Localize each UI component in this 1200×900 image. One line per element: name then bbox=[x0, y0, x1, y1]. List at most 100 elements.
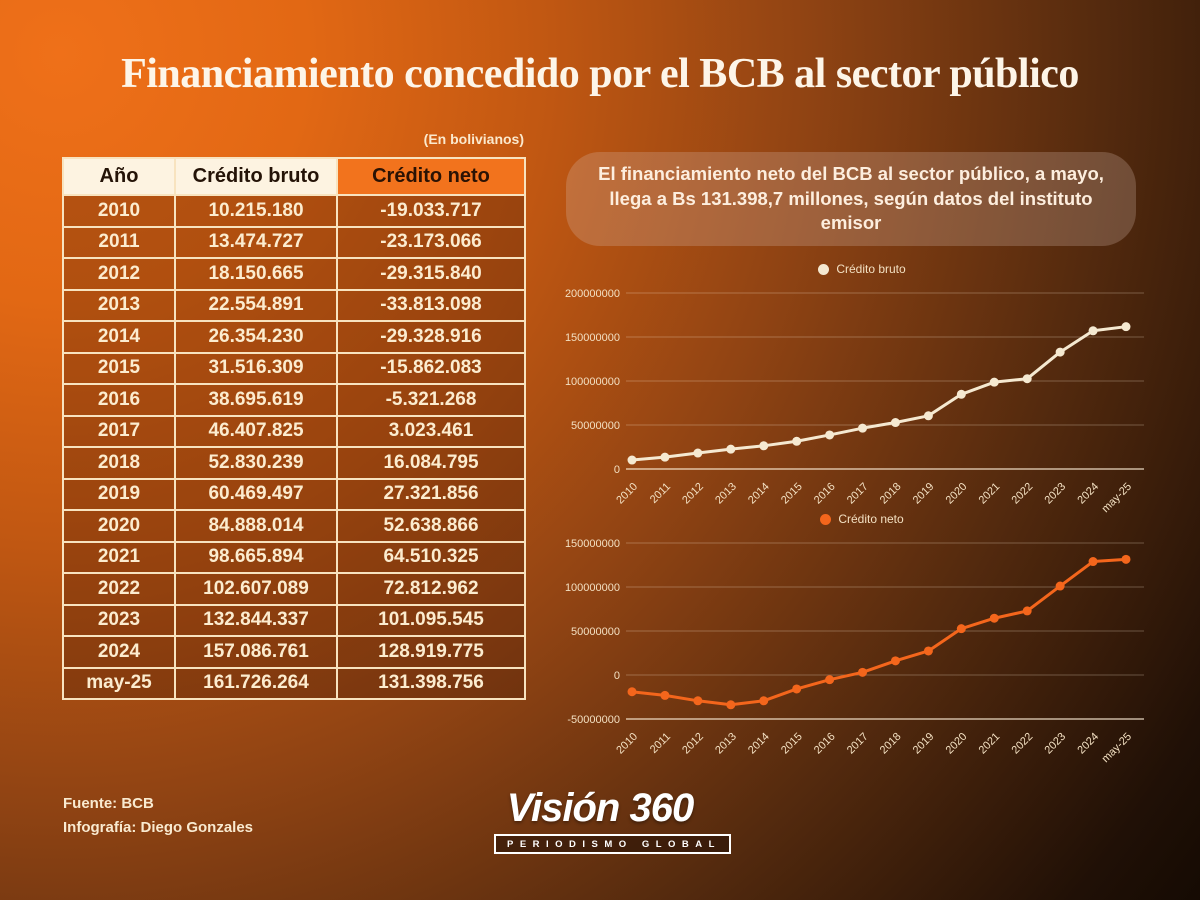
x-axis-tick-label: 2018 bbox=[878, 731, 904, 757]
legend-credito-neto: Crédito neto bbox=[556, 508, 1168, 530]
data-point bbox=[890, 418, 900, 428]
year-cell: 2011 bbox=[62, 225, 176, 259]
data-point bbox=[1055, 581, 1065, 591]
credito-neto-cell: -19.033.717 bbox=[336, 194, 526, 228]
data-point bbox=[726, 700, 736, 710]
data-point bbox=[989, 377, 999, 387]
x-axis-tick-label: 2020 bbox=[944, 481, 970, 507]
vision360-logo: Visión 360 PERIODISMO GLOBAL bbox=[494, 786, 731, 854]
y-axis-tick-label: 200000000 bbox=[565, 288, 620, 300]
credito-bruto-cell: 132.844.337 bbox=[174, 603, 338, 637]
x-axis-tick-label: 2015 bbox=[779, 731, 805, 757]
credito-bruto-cell: 31.516.309 bbox=[174, 351, 338, 385]
table-row: 2017 46.407.825 3.023.461 bbox=[62, 414, 526, 448]
legend-dot-icon bbox=[820, 513, 832, 525]
table-row: 2010 10.215.180 -19.033.717 bbox=[62, 194, 526, 228]
data-line bbox=[630, 557, 1128, 707]
data-point bbox=[759, 696, 769, 706]
x-axis-tick-label: 2022 bbox=[1010, 731, 1036, 757]
x-axis-tick-label: 2014 bbox=[746, 731, 772, 757]
data-point bbox=[989, 613, 999, 623]
x-axis-tick-label: 2013 bbox=[713, 731, 739, 757]
x-axis-tick-label: 2013 bbox=[713, 481, 739, 507]
column-header-credito-neto: Crédito neto bbox=[336, 157, 526, 196]
x-axis-tick-label: 2012 bbox=[680, 481, 706, 507]
x-axis-tick-label: 2017 bbox=[845, 481, 871, 507]
year-cell: 2015 bbox=[62, 351, 176, 385]
credito-neto-cell: -23.173.066 bbox=[336, 225, 526, 259]
table-header-row: Año Crédito bruto Crédito neto bbox=[62, 157, 526, 196]
data-point bbox=[1088, 326, 1098, 336]
x-axis-tick-label: 2019 bbox=[911, 731, 937, 757]
credito-bruto-cell: 84.888.014 bbox=[174, 509, 338, 543]
data-point bbox=[825, 675, 835, 685]
chart-credito-neto: Crédito neto -50000000 0 50000000 100000000… bbox=[556, 508, 1168, 770]
credit-table: Año Crédito bruto Crédito neto 2010 10.21… bbox=[62, 157, 526, 700]
year-cell: 2018 bbox=[62, 446, 176, 480]
x-axis-tick-label: 2014 bbox=[746, 481, 772, 507]
x-axis-tick-label: may-25 bbox=[1100, 731, 1134, 765]
line-chart-credito-bruto: 0 50000000 100000000 150000000 200000000 2010… bbox=[565, 288, 1144, 515]
data-point bbox=[1121, 322, 1131, 332]
data-point bbox=[858, 423, 868, 433]
y-axis-tick-label: 50000000 bbox=[571, 626, 620, 638]
x-axis-tick-label: 2024 bbox=[1075, 731, 1101, 757]
table-row: may-25 161.726.264 131.398.756 bbox=[62, 666, 526, 700]
data-point bbox=[1022, 606, 1032, 616]
data-point bbox=[923, 646, 933, 656]
y-axis-tick-label: -50000000 bbox=[567, 714, 620, 726]
year-cell: 2023 bbox=[62, 603, 176, 637]
data-point bbox=[1121, 554, 1131, 564]
x-axis-tick-label: 2024 bbox=[1075, 481, 1101, 507]
data-point bbox=[956, 389, 966, 399]
credito-neto-cell: 27.321.856 bbox=[336, 477, 526, 511]
credito-neto-cell: 16.084.795 bbox=[336, 446, 526, 480]
y-axis-tick-label: 150000000 bbox=[565, 538, 620, 550]
data-point bbox=[693, 696, 703, 706]
credito-neto-cell: -29.328.916 bbox=[336, 320, 526, 354]
y-axis-tick-label: 100000000 bbox=[565, 376, 620, 388]
data-point bbox=[1088, 557, 1098, 567]
logo-name: Visión 360 bbox=[506, 786, 694, 830]
y-axis-tick-label: 100000000 bbox=[565, 582, 620, 594]
table-row: 2021 98.665.894 64.510.325 bbox=[62, 540, 526, 574]
data-point bbox=[660, 690, 670, 700]
data-point bbox=[858, 667, 868, 677]
legend-credito-bruto: Crédito bruto bbox=[556, 258, 1168, 280]
x-axis-tick-label: 2023 bbox=[1042, 481, 1068, 507]
x-axis-tick-label: 2022 bbox=[1010, 481, 1036, 507]
table-row: 2012 18.150.665 -29.315.840 bbox=[62, 257, 526, 291]
table-row: 2014 26.354.230 -29.328.916 bbox=[62, 320, 526, 354]
year-cell: 2017 bbox=[62, 414, 176, 448]
credito-bruto-cell: 157.086.761 bbox=[174, 635, 338, 669]
year-cell: 2016 bbox=[62, 383, 176, 417]
legend-label: Crédito bruto bbox=[836, 262, 906, 276]
table-row: 2013 22.554.891 -33.813.098 bbox=[62, 288, 526, 322]
data-point bbox=[792, 684, 802, 694]
year-cell: 2014 bbox=[62, 320, 176, 354]
table-row: 2011 13.474.727 -23.173.066 bbox=[62, 225, 526, 259]
x-axis-tick-label: 2017 bbox=[845, 731, 871, 757]
credito-bruto-cell: 161.726.264 bbox=[174, 666, 338, 700]
highlight-callout: El financiamiento neto del BCB al sector… bbox=[566, 152, 1136, 246]
table-row: 2016 38.695.619 -5.321.268 bbox=[62, 383, 526, 417]
x-axis-tick-label: 2021 bbox=[977, 481, 1003, 507]
credito-neto-cell: -29.315.840 bbox=[336, 257, 526, 291]
x-axis-tick-label: 2016 bbox=[812, 731, 838, 757]
table-row: 2018 52.830.239 16.084.795 bbox=[62, 446, 526, 480]
column-header-year: Año bbox=[62, 157, 176, 196]
y-axis-tick-label: 50000000 bbox=[571, 420, 620, 432]
credito-neto-cell: 101.095.545 bbox=[336, 603, 526, 637]
page-title: Financiamiento concedido por el BCB al s… bbox=[121, 51, 1079, 97]
x-axis-tick-label: 2015 bbox=[779, 481, 805, 507]
credito-neto-cell: 72.812.962 bbox=[336, 572, 526, 606]
x-axis-tick-label: 2010 bbox=[614, 731, 640, 757]
year-cell: 2024 bbox=[62, 635, 176, 669]
column-header-credito-bruto: Crédito bruto bbox=[174, 157, 338, 196]
credito-bruto-cell: 52.830.239 bbox=[174, 446, 338, 480]
year-cell: may-25 bbox=[62, 666, 176, 700]
credito-bruto-cell: 13.474.727 bbox=[174, 225, 338, 259]
credito-bruto-cell: 46.407.825 bbox=[174, 414, 338, 448]
data-point bbox=[693, 448, 703, 458]
